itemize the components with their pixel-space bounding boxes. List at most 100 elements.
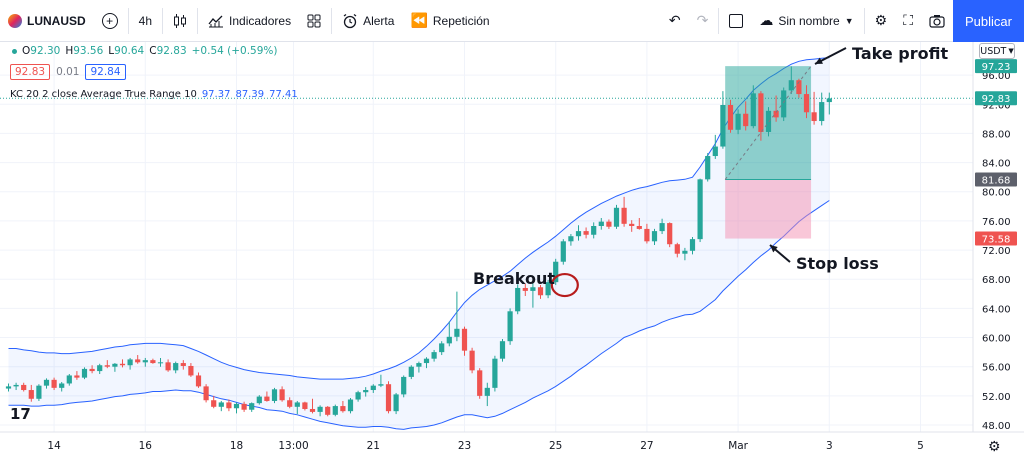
candle-body [826, 98, 832, 103]
candle-body [59, 383, 65, 388]
candle-body [127, 359, 133, 366]
candle-body [674, 244, 680, 254]
undo-button[interactable]: ↶ [661, 0, 689, 42]
candle-body [545, 282, 551, 296]
take-profit-price-tag [975, 59, 1017, 74]
candle-body [5, 386, 12, 389]
redo-icon: ↷ [696, 12, 709, 28]
time-axis-label: Mar [728, 440, 748, 452]
toolbar-divider [162, 7, 164, 34]
indicators-button[interactable]: Indicadores [200, 0, 299, 42]
candle-body [393, 394, 399, 412]
indicators-label: Indicadores [229, 13, 292, 28]
fullscreen-toggle[interactable] [721, 0, 751, 42]
candle-body [142, 360, 148, 363]
time-axis-label: 16 [139, 440, 153, 452]
candle-body [13, 384, 19, 387]
currency-selector[interactable]: USDT ▼ [979, 43, 1015, 59]
time-axis-label: 23 [458, 440, 471, 452]
ohlc-change: +0.54 (+0.59%) [191, 45, 278, 57]
candle-body [621, 207, 627, 224]
candle-body [515, 287, 521, 312]
alert-button[interactable]: Alerta [334, 0, 402, 42]
candle-body [682, 250, 688, 254]
price-chart[interactable]: Take profit Stop loss Breakout 96.00 92.00 8… [0, 42, 1024, 461]
redo-button[interactable]: ↷ [689, 0, 717, 42]
sell-price-button[interactable]: 92.83 [10, 64, 51, 80]
candle-body [530, 287, 536, 291]
layouts-button[interactable] [299, 0, 329, 42]
stop-loss-zone [725, 179, 812, 239]
price-axis-label: 92.00 [982, 100, 1011, 111]
take-profit-price-tag-text: 97.23 [982, 62, 1011, 73]
candle-body [317, 406, 323, 412]
candle-body [188, 365, 194, 376]
price-axis-label: 88.00 [982, 129, 1011, 140]
candle-body [226, 402, 232, 409]
candle-body [803, 94, 810, 113]
toolbar-divider [197, 7, 199, 34]
settings-button[interactable]: ⚙ [867, 0, 896, 42]
candle-body [21, 384, 27, 391]
candle-body [477, 370, 483, 396]
replay-label: Repetición [432, 13, 490, 28]
indicator-upper-value: 97.37 [201, 89, 231, 100]
price-axis-label: 60.00 [982, 334, 1011, 345]
time-axis-label: 21 [367, 440, 380, 452]
candle-body [727, 104, 734, 130]
time-axis-label: 3 [826, 440, 833, 452]
toolbar-divider [863, 7, 865, 34]
fullscreen-button[interactable]: ⛶ [895, 0, 921, 42]
candle-body [233, 403, 240, 409]
tradingview-logo-icon[interactable]: 𝟭𝟳 [10, 405, 31, 423]
price-axis-label: 76.00 [982, 217, 1011, 228]
last-price-tag-text: 92.83 [982, 94, 1011, 105]
candle-body [484, 387, 490, 396]
candle-body [36, 385, 42, 399]
candle-body [765, 110, 772, 132]
interval-button[interactable]: 4h [131, 0, 160, 42]
candle-body [150, 360, 156, 364]
indicator-legend[interactable]: KC 20 2 close Average True Range 10 97.3… [10, 89, 298, 100]
price-axis-label: 52.00 [982, 392, 1011, 403]
publish-button[interactable]: Publicar [953, 0, 1024, 42]
candle-body [51, 379, 57, 388]
price-axis-label: 84.00 [982, 159, 1011, 170]
layout-name-button[interactable]: ☁ Sin nombre ▼ [751, 0, 861, 42]
chart-type-button[interactable] [165, 0, 195, 42]
gear-icon[interactable]: ⚙ [988, 438, 1001, 454]
time-axis-label: 5 [917, 440, 924, 452]
candle-body [135, 359, 141, 363]
take-profit-arrow-head [815, 57, 823, 64]
candle-body [499, 341, 506, 359]
candle-body [819, 102, 825, 122]
candle-body [74, 375, 80, 378]
candle-body [788, 80, 794, 91]
candle-body [796, 80, 802, 95]
candle-body [591, 226, 597, 235]
snapshot-button[interactable] [921, 0, 953, 42]
replay-button[interactable]: ⏪ Repetición [402, 0, 497, 42]
luna-coin-icon [8, 13, 22, 28]
candle-body [781, 90, 787, 118]
chevron-down-icon: ▼ [1008, 47, 1014, 55]
symbol-search[interactable]: LUNAUSD [0, 0, 94, 42]
cloud-icon: ☁ [759, 12, 774, 28]
candle-body [104, 365, 110, 367]
candle-body [309, 408, 316, 412]
candle-body [583, 231, 589, 235]
buy-price-button[interactable]: 92.84 [85, 64, 126, 80]
time-axis: 14 16 18 13:00 21 23 25 27 Mar 3 5 [47, 440, 923, 452]
candle-body [66, 375, 72, 384]
compare-symbol-button[interactable]: + [94, 0, 126, 42]
candle-body [340, 406, 346, 412]
candle-body [347, 399, 354, 412]
interval-label: 4h [138, 13, 153, 28]
candle-body [112, 363, 118, 367]
toolbar-divider [718, 7, 720, 34]
last-price-tag [975, 91, 1017, 106]
candle-body [401, 376, 407, 395]
price-tags: 97.23 92.83 81.68 73.58 [975, 59, 1017, 246]
ohlc-high: H93.56 [65, 45, 104, 57]
candle-body [553, 261, 559, 283]
